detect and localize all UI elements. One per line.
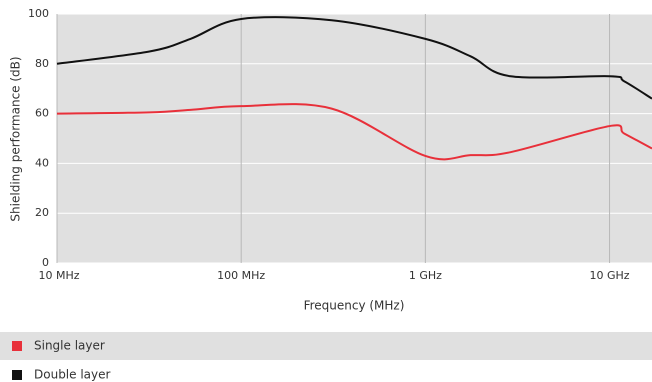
legend-label: Double layer (34, 368, 111, 382)
y-tick-label: 40 (35, 156, 49, 169)
y-tick-label: 60 (35, 107, 49, 120)
plot-background (57, 14, 652, 263)
y-tick-label: 20 (35, 206, 49, 219)
y-axis-title: Shielding performance (dB) (9, 56, 23, 221)
x-tick-label: 100 MHz (217, 269, 265, 282)
series-line (56, 103, 652, 161)
x-tick-label: 10 GHz (590, 269, 630, 282)
legend-marker (12, 370, 22, 380)
legend-row-background (0, 332, 652, 360)
y-tick-label: 0 (42, 256, 49, 269)
series-line (56, 16, 652, 100)
legend-label: Single layer (34, 339, 105, 353)
x-tick-label: 1 GHz (409, 269, 442, 282)
y-tick-label: 80 (35, 57, 49, 70)
y-tick-label: 100 (28, 7, 49, 20)
x-tick-label: 10 MHz (38, 269, 79, 282)
x-axis-title: Frequency (MHz) (304, 299, 405, 313)
legend-marker (12, 341, 22, 351)
